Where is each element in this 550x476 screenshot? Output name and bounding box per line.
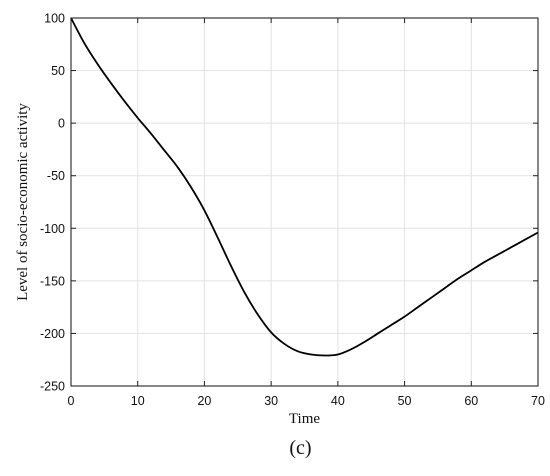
x-tick-label: 40 (331, 394, 345, 408)
y-tick-label: -250 (40, 380, 65, 394)
x-tick-label: 20 (197, 394, 211, 408)
x-tick-label: 70 (531, 394, 545, 408)
y-tick-label: 50 (51, 64, 65, 78)
x-tick-label: 10 (131, 394, 145, 408)
y-tick-label: -200 (40, 327, 65, 341)
x-axis-label: Time (289, 411, 320, 427)
grid-layer (71, 18, 538, 386)
x-tick-label: 50 (398, 394, 412, 408)
x-tick-label: 0 (68, 394, 75, 408)
panel-label: (c) (289, 437, 311, 459)
y-tick-label: 0 (58, 117, 65, 131)
x-tick-label: 60 (464, 394, 478, 408)
tick-layer: 0 10 20 30 40 50 60 70 100 50 0 -50 -100 -150 -200 -250 (40, 12, 545, 409)
y-axis-label: Level of socio-economic activity (15, 103, 31, 301)
y-tick-label: -150 (40, 274, 65, 288)
x-tick-label: 30 (264, 394, 278, 408)
series-layer (70, 17, 539, 357)
y-tick-label: -50 (47, 169, 65, 183)
y-tick-label: -100 (40, 222, 65, 236)
plot-frame (70, 17, 539, 387)
y-tick-label: 100 (44, 12, 65, 26)
series-line (70, 17, 539, 357)
